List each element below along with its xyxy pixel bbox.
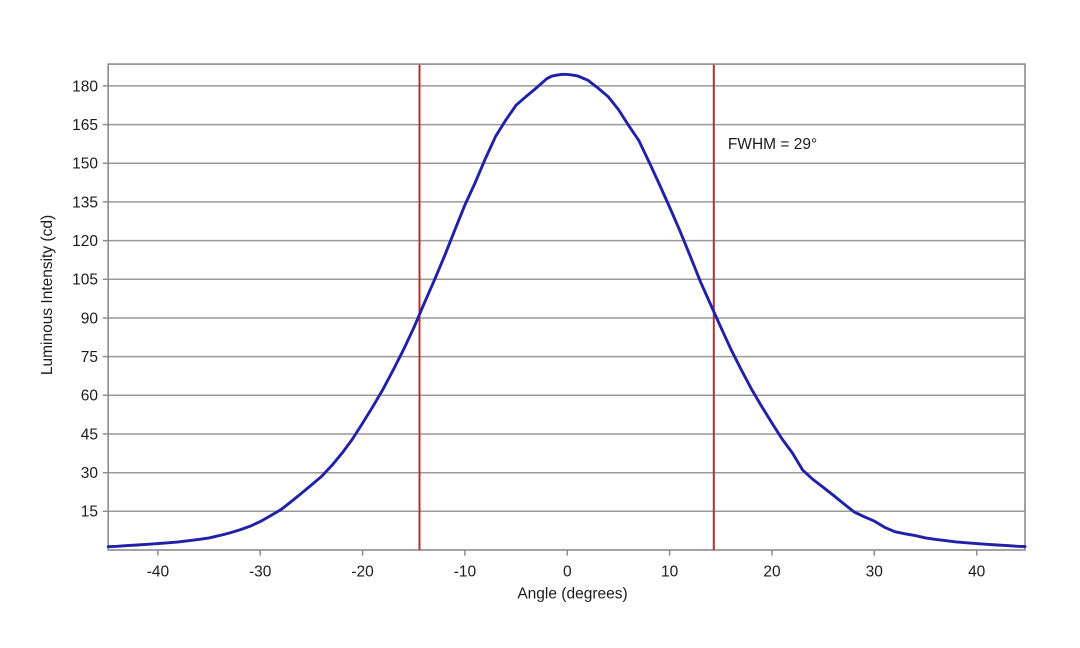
svg-text:Angle (degrees): Angle (degrees) [517,586,627,603]
svg-text:105: 105 [72,272,98,289]
svg-text:0: 0 [563,564,572,581]
svg-text:75: 75 [81,349,98,366]
svg-text:-20: -20 [351,564,374,581]
svg-text:15: 15 [81,504,98,521]
svg-text:135: 135 [72,194,98,211]
svg-text:-40: -40 [147,564,170,581]
svg-text:-10: -10 [454,564,477,581]
svg-text:180: 180 [72,78,98,95]
svg-text:Luminous Intensity (cd): Luminous Intensity (cd) [39,215,56,375]
svg-text:165: 165 [72,117,98,134]
svg-text:120: 120 [72,233,98,250]
svg-text:30: 30 [81,465,99,482]
svg-text:40: 40 [968,564,986,581]
svg-text:150: 150 [72,156,98,173]
svg-text:10: 10 [661,564,679,581]
svg-text:60: 60 [81,388,99,405]
svg-text:30: 30 [866,564,884,581]
svg-text:45: 45 [81,426,98,443]
svg-text:90: 90 [81,310,99,327]
svg-text:FWHM = 29°: FWHM = 29° [728,136,817,153]
svg-text:-30: -30 [249,564,272,581]
svg-text:20: 20 [763,564,781,581]
